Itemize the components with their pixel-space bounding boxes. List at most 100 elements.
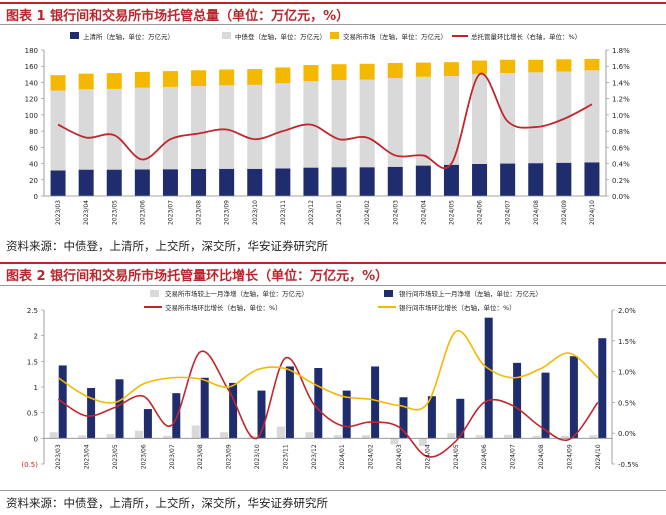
bar-s2-11 xyxy=(359,63,375,80)
bar-s0-2 xyxy=(106,169,122,196)
figure2-top-rule xyxy=(0,262,666,264)
y-right-tick-label-0: -0.5% xyxy=(618,461,639,469)
figure2-source: 资料来源：中债登，上清所，上交所，深交所，华安证券研究所 xyxy=(6,496,328,510)
bar-s2-8 xyxy=(275,67,291,84)
bar-s1-4 xyxy=(162,86,178,170)
bar-s1-12 xyxy=(387,77,403,167)
bar-s1-1 xyxy=(87,388,96,439)
y-left-tick-label-4: 1.5 xyxy=(27,358,38,366)
bar-s1-19 xyxy=(584,70,600,163)
bar-s1-2 xyxy=(115,379,124,439)
y-right-tick-label-4: 1.5% xyxy=(618,338,636,346)
figure2-title-rule xyxy=(0,285,666,286)
x-tick-label-19: 2024/10 xyxy=(589,200,596,225)
y-left-tick-label-8: 160 xyxy=(25,63,38,71)
y-left-tick-label-0: 0 xyxy=(34,193,38,201)
bar-s1-5 xyxy=(200,377,209,439)
y-right-tick-label-8: 1.6% xyxy=(612,63,630,71)
bar-s2-13 xyxy=(415,62,431,77)
line-series-2 xyxy=(57,350,599,458)
y-right-tick-label-2: 0.5% xyxy=(618,399,636,407)
x-tick-label-13: 2024/04 xyxy=(424,444,431,469)
bar-s2-12 xyxy=(387,62,403,78)
figure1-title-rule xyxy=(0,24,666,25)
bar-s1-8 xyxy=(285,366,294,439)
x-tick-label-5: 2023/08 xyxy=(197,444,204,469)
bar-s0-0 xyxy=(49,432,58,439)
x-tick-label-12: 2024/03 xyxy=(396,444,403,469)
x-tick-label-0: 2023/03 xyxy=(55,200,62,225)
bar-s1-19 xyxy=(598,338,607,439)
bar-s0-10 xyxy=(333,435,342,439)
x-tick-label-2: 2023/05 xyxy=(111,200,118,225)
bar-s2-5 xyxy=(191,70,207,87)
bar-s0-17 xyxy=(528,163,544,196)
bar-s1-16 xyxy=(500,73,516,164)
x-tick-label-8: 2023/11 xyxy=(282,444,289,469)
bar-s1-8 xyxy=(275,83,291,169)
bar-s1-14 xyxy=(443,75,459,165)
y-right-tick-label-0: 0.0% xyxy=(612,193,630,201)
x-tick-label-16: 2024/07 xyxy=(505,200,512,225)
bar-s0-13 xyxy=(415,165,431,196)
bar-s2-9 xyxy=(303,65,319,82)
x-tick-label-7: 2023/10 xyxy=(254,444,261,469)
x-tick-label-6: 2023/09 xyxy=(224,200,231,225)
bar-s0-9 xyxy=(305,432,314,439)
figure1-source: 资料来源：中债登，上清所，上交所，深交所，华安证券研究所 xyxy=(6,239,328,253)
x-tick-label-7: 2023/10 xyxy=(252,200,259,225)
legend-swatch-0 xyxy=(70,32,79,39)
bar-s0-5 xyxy=(191,425,200,439)
bar-s0-13 xyxy=(418,438,427,447)
bar-s1-18 xyxy=(556,71,572,163)
figure1-title: 图表 1 银行间和交易所市场托管总量（单位：万亿元，%） xyxy=(6,5,349,24)
bar-s2-3 xyxy=(134,71,150,88)
bar-s0-5 xyxy=(191,168,207,196)
bar-s2-18 xyxy=(556,59,572,72)
y-left-tick-label-5: 100 xyxy=(25,112,38,120)
legend-swatch-1 xyxy=(384,290,393,297)
figure2-title: 图表 2 银行间和交易所市场托管量环比增长（单位：万亿元，%） xyxy=(6,265,388,284)
x-tick-label-4: 2023/07 xyxy=(169,444,176,469)
bar-s1-17 xyxy=(541,372,550,439)
y-right-tick-label-3: 1.0% xyxy=(618,369,636,377)
bar-s2-0 xyxy=(50,75,66,91)
bar-s2-16 xyxy=(500,59,516,74)
y-left-tick-label-1: 20 xyxy=(29,177,38,185)
x-tick-label-0: 2023/03 xyxy=(55,444,62,469)
figure2-label: 图表 2 xyxy=(6,269,46,284)
bar-s2-4 xyxy=(162,71,178,87)
bar-s1-1 xyxy=(78,89,94,170)
bar-s1-7 xyxy=(257,390,266,439)
bar-s2-7 xyxy=(247,69,263,85)
figure2-title-text: 银行间和交易所市场托管量环比增长（单位：万亿元，%） xyxy=(50,269,389,284)
y-right-tick-label-1: 0.0% xyxy=(618,430,636,438)
x-tick-label-9: 2023/12 xyxy=(311,444,318,469)
bar-s0-16 xyxy=(504,434,513,439)
y-left-tick-label-9: 180 xyxy=(25,47,38,55)
bar-s0-11 xyxy=(359,167,375,196)
bar-s0-18 xyxy=(556,162,572,196)
bar-s0-12 xyxy=(390,438,399,445)
bar-s0-6 xyxy=(219,168,235,196)
bar-s0-19 xyxy=(584,162,600,196)
bar-s1-10 xyxy=(331,80,347,168)
bar-s2-2 xyxy=(106,73,122,89)
bar-s1-7 xyxy=(247,84,263,169)
x-tick-label-14: 2024/05 xyxy=(448,200,455,225)
bar-s0-8 xyxy=(276,426,285,439)
bar-s1-15 xyxy=(484,317,493,439)
bar-s0-3 xyxy=(134,430,143,439)
legend-label-0: 交易所市场较上一月净增（左轴，单位：万亿元） xyxy=(165,289,308,298)
bar-s0-1 xyxy=(78,169,94,196)
bar-s1-5 xyxy=(191,86,207,169)
x-tick-label-15: 2024/06 xyxy=(481,444,488,469)
bar-s0-0 xyxy=(50,170,66,196)
legend-label-1: 银行间市场较上一月净增（左轴，单位：万亿元） xyxy=(399,289,542,298)
bar-s0-14 xyxy=(447,433,456,439)
bar-s0-11 xyxy=(362,435,371,439)
x-tick-label-1: 2023/04 xyxy=(84,444,91,469)
bar-s1-2 xyxy=(106,88,122,170)
bar-s2-1 xyxy=(78,73,94,90)
chart1: 上清所（左轴，单位：万亿元） 中债登（左轴，单位：万亿元） 交易所市场（左轴，单位：… xyxy=(25,32,630,225)
